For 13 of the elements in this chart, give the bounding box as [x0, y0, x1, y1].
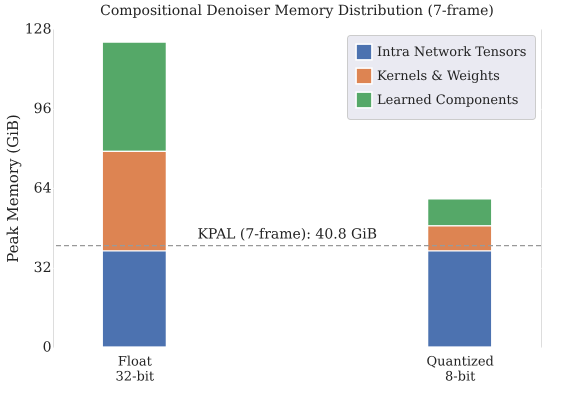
legend-label: Learned Components: [377, 93, 518, 108]
y-tick-label: 0: [42, 340, 52, 356]
x-tick-label: Float 32-bit: [116, 354, 155, 384]
y-tick-label: 128: [24, 22, 52, 38]
legend-label: Kernels & Weights: [377, 69, 500, 84]
y-tick-label: 96: [34, 101, 52, 117]
x-tick-label: Quantized 8-bit: [426, 354, 494, 384]
y-axis-title: Peak Memory (GiB): [4, 114, 22, 263]
legend-label: Intra Network Tensors: [377, 45, 526, 60]
chart-title: Compositional Denoiser Memory Distribution (7-frame): [100, 3, 494, 19]
y-tick-label: 64: [34, 180, 52, 196]
ref-line-label: KPAL (7-frame): 40.8 GiB: [197, 226, 378, 243]
y-tick-label: 32: [34, 260, 52, 276]
